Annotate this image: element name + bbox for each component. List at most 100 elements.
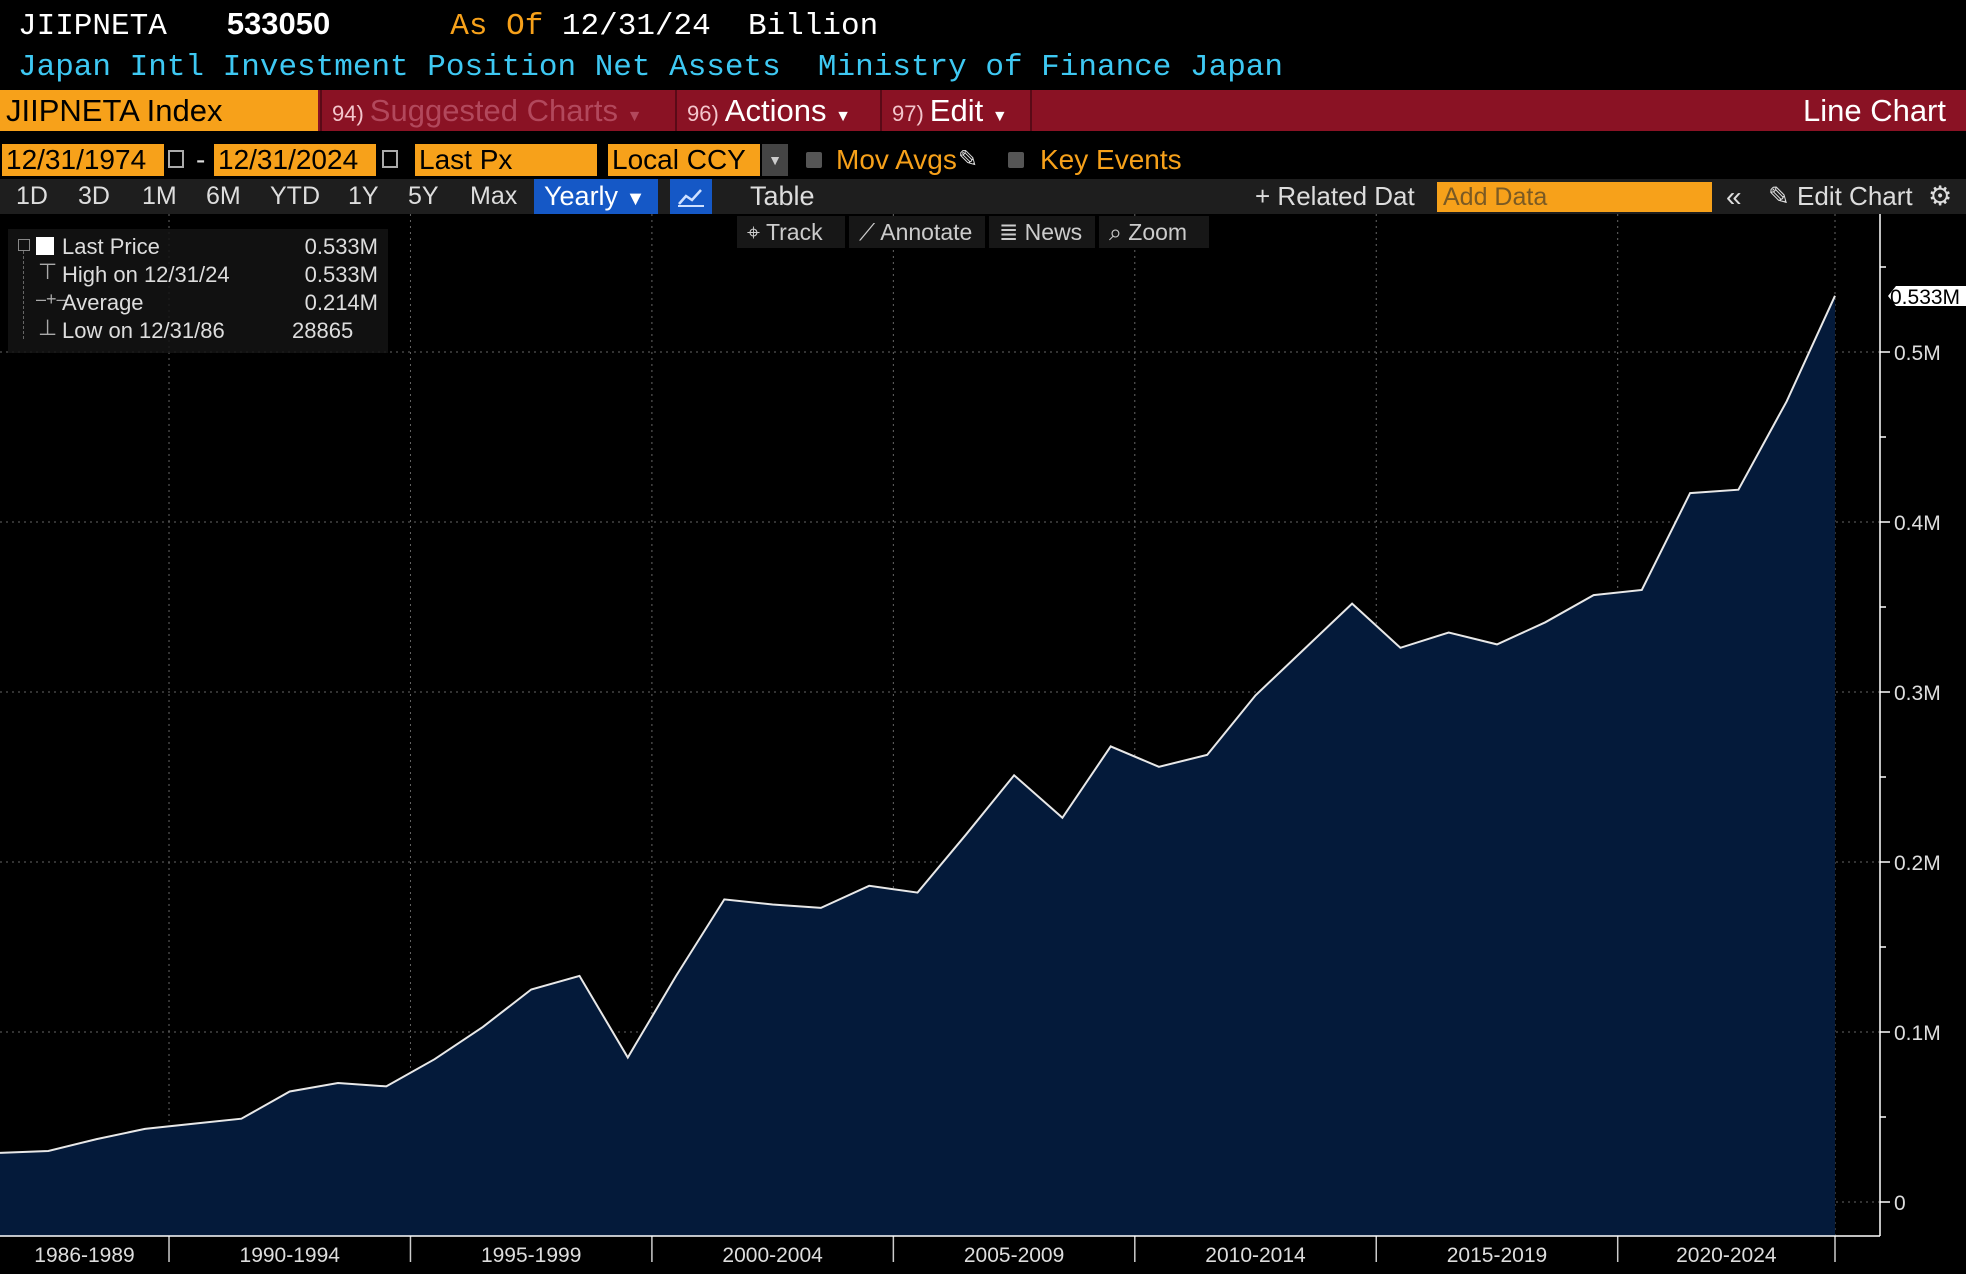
track-button[interactable]: ⌖ Track: [737, 216, 845, 248]
high-marker-icon: ⊤: [38, 259, 58, 284]
currency-select[interactable]: Local CCY: [608, 144, 760, 176]
table-button[interactable]: Table: [750, 181, 815, 211]
legend-high-value: 0.533M: [304, 262, 378, 287]
actions-num: 96): [687, 101, 719, 126]
edit-num: 97): [892, 101, 924, 126]
mov-avgs-label[interactable]: Mov Avgs: [836, 144, 957, 175]
caret-down-icon: ▼: [626, 108, 643, 125]
zoom-label: Zoom: [1128, 219, 1188, 245]
edit-chart-button[interactable]: ✎ Edit Chart: [1768, 179, 1913, 214]
chevron-down-icon[interactable]: ▼: [762, 144, 788, 176]
y-tick-label: 0.3M: [1894, 682, 1941, 705]
annotate-label: Annotate: [880, 219, 973, 245]
mov-avgs-checkbox[interactable]: [806, 152, 822, 168]
ticker-symbol: JIIPNETA: [18, 9, 167, 44]
x-tick-label: 1995-1999: [481, 1244, 581, 1267]
period-5y[interactable]: 5Y: [408, 182, 439, 210]
edit-button[interactable]: 97) Edit ▼: [880, 90, 1030, 131]
pencil-icon: ✎: [1768, 181, 1798, 211]
y-tick-label: 0.4M: [1894, 512, 1941, 535]
magnifier-icon: ⌕: [1109, 219, 1129, 245]
chart-type-label[interactable]: Line Chart: [1802, 93, 1946, 128]
field-select[interactable]: Last Px: [415, 144, 597, 176]
related-data-button[interactable]: + Related Dat: [1255, 179, 1415, 214]
start-date-input[interactable]: 12/31/1974: [2, 144, 164, 176]
legend-high-label: High on 12/31/24: [62, 262, 230, 287]
suggested-charts-button[interactable]: 94) Suggested Charts ▼: [320, 90, 675, 131]
collapse-icon[interactable]: [18, 239, 30, 251]
line-chart[interactable]: 0 0.1M 0.2M 0.3M 0.4M 0.5M 1986-1989 1990-1994…: [0, 214, 1966, 1274]
y-tick-label: 0.5M: [1894, 342, 1941, 365]
period-ytd[interactable]: YTD: [270, 182, 320, 210]
related-data-label: Related Dat: [1277, 181, 1415, 211]
x-tick-label: 1990-1994: [240, 1244, 341, 1267]
news-icon: ≣: [999, 219, 1025, 245]
period-bar: 1D 3D 1M 6M YTD 1Y 5Y Max Yearly ▼ Table…: [0, 179, 1966, 214]
add-data-input[interactable]: Add Data: [1437, 182, 1712, 212]
key-events-label[interactable]: Key Events: [1040, 144, 1182, 175]
chart-legend: Last Price 0.533M ⊤ High on 12/31/24 0.5…: [8, 229, 388, 353]
legend-average-label: Average: [62, 290, 144, 315]
legend-last-label: Last Price: [62, 234, 160, 259]
period-1m[interactable]: 1M: [142, 182, 177, 210]
gear-icon[interactable]: ⚙: [1928, 181, 1953, 211]
x-tick-label: 1986-1989: [34, 1244, 134, 1267]
date-range-dash: -: [196, 144, 206, 175]
as-of-date: 12/31/24: [561, 9, 711, 44]
frequency-select[interactable]: Yearly ▼: [534, 179, 658, 214]
calendar-icon[interactable]: [168, 150, 184, 168]
low-marker-icon: ⊥: [38, 315, 58, 340]
as-of-label: As Of: [450, 9, 544, 44]
area-fill: [0, 295, 1835, 1236]
actions-label: Actions: [724, 93, 827, 128]
calendar-icon[interactable]: [382, 150, 398, 168]
suggested-num: 94): [332, 101, 364, 126]
security-input[interactable]: JIIPNETA Index: [0, 90, 318, 131]
average-marker-icon: –+–: [36, 289, 67, 309]
annotate-button[interactable]: ⟋ Annotate: [849, 216, 985, 248]
x-tick-label: 2005-2009: [964, 1244, 1064, 1267]
x-tick-label: 2020-2024: [1676, 1244, 1777, 1267]
last-price-swatch: [36, 237, 54, 255]
security-description: Japan Intl Investment Position Net Asset…: [18, 50, 1284, 85]
period-6m[interactable]: 6M: [206, 182, 241, 210]
options-bar: 12/31/1974 - 12/31/2024 Last Px Local CC…: [0, 142, 1966, 178]
caret-down-icon: ▼: [835, 108, 851, 125]
legend-last-value: 0.533M: [304, 234, 378, 259]
period-1d[interactable]: 1D: [16, 182, 48, 210]
period-1y[interactable]: 1Y: [348, 182, 379, 210]
y-axis: 0 0.1M 0.2M 0.3M 0.4M 0.5M: [1879, 214, 1941, 1236]
news-button[interactable]: ≣ News: [989, 216, 1095, 248]
legend-average-value: 0.214M: [304, 290, 378, 315]
period-max[interactable]: Max: [470, 182, 518, 210]
x-tick-label: 2000-2004: [722, 1244, 823, 1267]
caret-down-icon: ▼: [991, 108, 1008, 125]
plus-icon: +: [1255, 181, 1278, 211]
price-line: [0, 295, 1836, 1154]
crosshair-icon: ⌖: [747, 219, 766, 245]
legend-low-value: 28865: [292, 318, 354, 343]
menu-divider: [1030, 90, 1032, 131]
y-tick-label: 0: [1894, 1192, 1906, 1215]
caret-down-icon: ▼: [625, 188, 646, 210]
collapse-chevrons-icon[interactable]: «: [1726, 181, 1742, 212]
legend-low-label: Low on 12/31/86: [62, 318, 225, 343]
menu-bar: JIIPNETA Index 94) Suggested Charts ▼ 96)…: [0, 90, 1966, 131]
zoom-button[interactable]: ⌕ Zoom: [1099, 216, 1209, 248]
last-value: 533050: [226, 6, 331, 41]
pencil-icon[interactable]: ✎: [958, 146, 979, 173]
last-price-marker: [1888, 286, 1966, 306]
actions-button[interactable]: 96) Actions ▼: [675, 90, 880, 131]
security-header: JIIPNETA 533050 As Of 12/31/24 Billion: [18, 6, 878, 46]
y-tick-label: 0.2M: [1894, 852, 1941, 875]
line-chart-icon[interactable]: [670, 179, 712, 214]
end-date-input[interactable]: 12/31/2024: [214, 144, 376, 176]
y-tick-label: 0.1M: [1894, 1022, 1941, 1045]
last-price-tag: 0.533M: [1888, 286, 1966, 309]
key-events-checkbox[interactable]: [1008, 152, 1024, 168]
annotate-icon: ⟋: [859, 219, 881, 245]
x-axis: 1986-1989 1990-1994 1995-1999 2000-2004 2005…: [0, 1235, 1880, 1267]
track-label: Track: [765, 219, 823, 245]
period-3d[interactable]: 3D: [78, 182, 110, 210]
edit-label: Edit: [929, 93, 984, 128]
